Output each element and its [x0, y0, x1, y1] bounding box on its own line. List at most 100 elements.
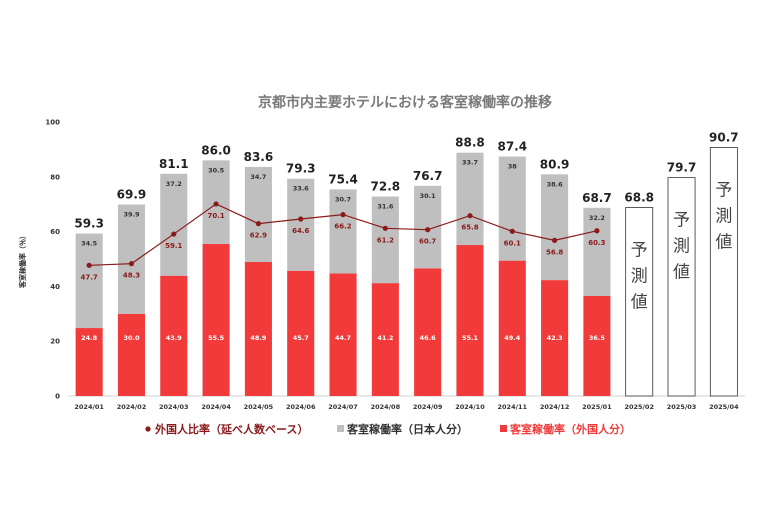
x-tick-label: 2024/01: [74, 403, 104, 411]
x-tick-label: 2024/09: [413, 403, 443, 411]
total-value-label: 88.8: [455, 136, 485, 150]
ratio-value-label: 60.3: [588, 239, 605, 247]
bar-forecast: [625, 207, 654, 397]
bar-japanese: [117, 204, 146, 314]
ratio-value-label: 66.2: [334, 223, 351, 231]
x-tick-label: 2024/07: [328, 403, 358, 411]
ratio-value-label: 48.3: [123, 272, 140, 280]
japanese-value-label: 38: [508, 163, 518, 171]
ratio-line-group: 47.7 48.3 59.1 70.1 62.9 64.6 66.2 61.2 60.7 65.8…: [81, 201, 606, 281]
y-tick-label: 20: [50, 338, 60, 346]
bar-foreign: [541, 280, 569, 396]
total-value-label: 80.9: [540, 157, 570, 171]
foreign-value-label: 30.0: [123, 334, 140, 342]
forecast-label: 値: [715, 232, 732, 252]
foreign-value-label: 45.7: [293, 334, 309, 342]
japanese-value-label: 33.6: [293, 185, 310, 193]
forecast-label: 値: [673, 263, 690, 283]
bar-japanese: [329, 189, 357, 274]
x-tick-label: 2025/04: [709, 403, 739, 411]
y-axis-label: 客室稼働率（％）: [18, 232, 27, 289]
legend-japanese-label: 客室稼働率（日本人分）: [346, 422, 468, 436]
japanese-value-label: 34.7: [250, 173, 266, 181]
ratio-value-label: 65.8: [461, 224, 478, 232]
total-value-label: 81.1: [159, 157, 189, 171]
bar-foreign: [371, 283, 399, 396]
x-tick-label: 2024/12: [540, 403, 570, 411]
total-value-label: 68.7: [582, 191, 612, 205]
x-tick-label: 2025/02: [624, 403, 654, 411]
total-value-label: 76.7: [413, 169, 443, 183]
foreign-value-label: 48.9: [250, 334, 267, 342]
total-value-label: 69.9: [117, 187, 147, 201]
bar-japanese: [75, 233, 103, 329]
ratio-point: [509, 228, 515, 234]
x-tick-label: 2025/01: [582, 403, 612, 411]
foreign-value-label: 36.5: [589, 334, 606, 342]
japanese-value-label: 32.2: [589, 214, 605, 222]
bar-japanese: [244, 166, 272, 263]
x-tick-label: 2024/04: [201, 403, 231, 411]
legend-japanese-swatch: [337, 425, 344, 432]
forecast-label: 予: [631, 240, 648, 260]
forecast-label: 測: [631, 266, 648, 286]
ratio-point: [255, 221, 262, 227]
ratio-value-label: 59.1: [165, 242, 182, 250]
ratio-value-label: 56.8: [546, 248, 563, 256]
foreign-value-label: 55.5: [208, 334, 225, 342]
x-tick-label: 2024/03: [159, 403, 189, 411]
bar-forecast: [667, 177, 696, 397]
ratio-value-label: 64.6: [292, 227, 309, 235]
total-value-label: 72.8: [371, 180, 401, 194]
japanese-value-label: 31.6: [377, 203, 394, 211]
bar-japanese: [498, 156, 526, 261]
bar-japanese: [287, 178, 315, 271]
ratio-value-label: 47.7: [81, 273, 98, 281]
foreign-value-label: 43.9: [166, 334, 183, 342]
bar-foreign: [160, 275, 188, 396]
japanese-value-label: 33.7: [462, 159, 478, 167]
y-tick-label: 40: [50, 283, 60, 291]
y-tick-label: 60: [50, 228, 60, 236]
legend-ratio-marker: [145, 426, 151, 432]
total-value-label: 79.3: [286, 162, 316, 176]
ratio-value-label: 60.7: [419, 238, 436, 246]
bar-foreign: [456, 245, 484, 396]
foreign-value-label: 42.3: [547, 334, 563, 342]
bar-foreign: [202, 243, 230, 396]
foreign-value-label: 49.4: [504, 334, 521, 342]
total-value-label: 90.7: [709, 130, 739, 144]
ratio-value-label: 60.1: [504, 239, 521, 247]
x-tick-label: 2025/03: [667, 403, 697, 411]
bar-japanese: [541, 174, 569, 281]
ratio-value-label: 62.9: [250, 232, 267, 240]
bar-foreign: [117, 313, 146, 396]
total-value-label: 68.8: [624, 190, 654, 204]
x-tick-label: 2024/02: [117, 403, 147, 411]
x-tick-label: 2024/08: [371, 403, 401, 411]
japanese-value-label: 39.9: [123, 210, 140, 218]
japanese-value-label: 30.1: [420, 192, 437, 200]
ratio-value-label: 61.2: [377, 236, 394, 244]
ratio-point: [467, 213, 473, 219]
ratio-point: [551, 237, 558, 243]
total-value-label: 79.7: [667, 161, 697, 175]
foreign-value-label: 41.2: [377, 334, 393, 342]
y-tick-label: 80: [50, 173, 60, 181]
bar-japanese: [160, 173, 188, 276]
ratio-point: [171, 231, 177, 237]
bar-japanese: [456, 152, 484, 246]
x-tick-label: 2024/05: [244, 403, 274, 411]
foreign-value-label: 55.1: [462, 334, 479, 342]
forecast-label: 測: [673, 237, 690, 257]
x-tick-label: 2024/10: [455, 403, 485, 411]
forecast-label: 予: [715, 180, 732, 200]
japanese-value-label: 34.5: [81, 240, 98, 248]
total-value-label: 83.6: [244, 150, 274, 164]
ratio-point: [86, 262, 92, 268]
legend-foreign-label: 客室稼働率（外国人分）: [509, 422, 631, 436]
ratio-value-label: 70.1: [207, 212, 224, 220]
ratio-point: [382, 225, 388, 231]
bar-foreign: [287, 270, 315, 396]
y-tick-label: 0: [55, 393, 60, 401]
